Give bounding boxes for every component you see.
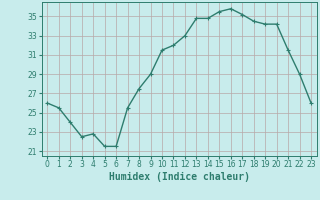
X-axis label: Humidex (Indice chaleur): Humidex (Indice chaleur): [109, 172, 250, 182]
